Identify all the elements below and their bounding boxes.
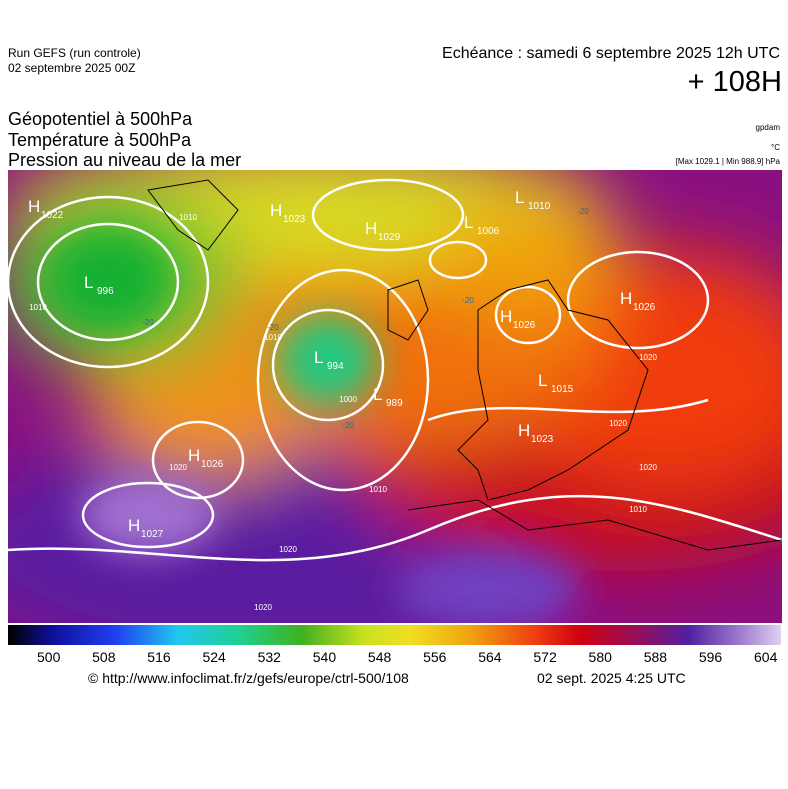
title: Température à 500hPa (8, 130, 192, 150)
colorbar-tick-label: 588 (643, 649, 668, 665)
pressure-center-letter: L (84, 273, 93, 292)
pressure-center-value: 1010 (528, 201, 551, 212)
pressure-center-value: 1026 (201, 459, 224, 470)
pressure-center-value: 1006 (477, 226, 500, 237)
isobar-label: 1010 (29, 303, 47, 312)
pressure-center-letter: H (518, 421, 530, 440)
colorbar-tick-label: 596 (698, 649, 723, 665)
unit: °C (771, 143, 780, 152)
pressure-center-letter: L (515, 188, 524, 207)
pressure-center-value: 1029 (378, 232, 401, 243)
isobar-label: 1020 (639, 463, 657, 472)
isobar-label: 1020 (639, 353, 657, 362)
valid-time: Echéance : samedi 6 septembre 2025 12h U… (442, 45, 780, 62)
colorbar-tick-label: 572 (533, 649, 557, 665)
issued: 02 sept. 2025 4:25 UTC (537, 670, 686, 686)
isobar-label: 1000 (339, 395, 357, 404)
isobar-label: 1010 (179, 213, 197, 222)
pressure-center-letter: H (128, 516, 140, 535)
unit: [Max 1029.1 | Min 988.9] hPa (675, 157, 780, 166)
pressure-center-letter: L (314, 348, 323, 367)
isobar-label: 1020 (279, 545, 297, 554)
colorbar-tick-label: 604 (754, 649, 778, 665)
pressure-center-letter: L (538, 371, 547, 390)
colorbar (8, 625, 781, 645)
title: Pression au niveau de la mer (8, 150, 242, 170)
isobar-label: 1020 (609, 419, 627, 428)
isobar-label: 1020 (254, 603, 272, 612)
isobar-label: 1020 (169, 463, 187, 472)
pressure-center-value: 1027 (141, 529, 164, 540)
isotherm-label: -20 (342, 421, 354, 430)
colorbar-tick-label: 532 (257, 649, 281, 665)
isobar-label: 1010 (369, 485, 387, 494)
colorbar-tick-label: 540 (312, 649, 337, 665)
colorbar-tick-label: 508 (92, 649, 116, 665)
pressure-center-value: 989 (386, 398, 403, 409)
isotherm-label: -20 (142, 318, 154, 327)
pressure-center-value: 1026 (633, 302, 656, 313)
colorbar-tick-label: 564 (478, 649, 502, 665)
run-date: 02 septembre 2025 00Z (8, 61, 136, 75)
title: Géopotentiel à 500hPa (8, 109, 193, 129)
isobar-label: 1010 (629, 505, 647, 514)
colorbar-tick-label: 500 (37, 649, 61, 665)
pressure-center-letter: H (620, 289, 632, 308)
pressure-center-letter: H (500, 307, 512, 326)
pressure-center-value: 1022 (41, 210, 64, 221)
pressure-center-letter: H (365, 219, 377, 238)
pressure-center-value: 996 (97, 286, 114, 297)
pressure-center-letter: H (188, 446, 200, 465)
pressure-center-value: 1023 (531, 434, 554, 445)
colorbar-tick-label: 524 (202, 649, 226, 665)
unit: gpdam (755, 123, 780, 132)
pressure-center-value: 1023 (283, 214, 306, 225)
source: © http://www.infoclimat.fr/z/gefs/europe… (88, 670, 409, 686)
pressure-center-letter: H (28, 197, 40, 216)
colorbar-tick-label: 556 (423, 649, 447, 665)
pressure-center-letter: L (373, 385, 382, 404)
isobar-label: 1010 (264, 333, 282, 342)
pressure-center-value: 994 (327, 361, 344, 372)
isotherm-label: -20 (462, 296, 474, 305)
isotherm-label: -20 (267, 323, 279, 332)
colorbar-tick-label: 516 (147, 649, 171, 665)
pressure-center-value: 1015 (551, 384, 574, 395)
pressure-center-value: 1026 (513, 320, 536, 331)
colorbar-tick-label: 548 (367, 649, 392, 665)
lead-time: + 108H (687, 66, 782, 98)
pressure-center-letter: L (464, 213, 473, 232)
colorbar-tick-label: 580 (588, 649, 612, 665)
run: Run GEFS (run controle) (8, 46, 141, 60)
pressure-center-letter: H (270, 201, 282, 220)
isotherm-label: -20 (577, 207, 589, 216)
